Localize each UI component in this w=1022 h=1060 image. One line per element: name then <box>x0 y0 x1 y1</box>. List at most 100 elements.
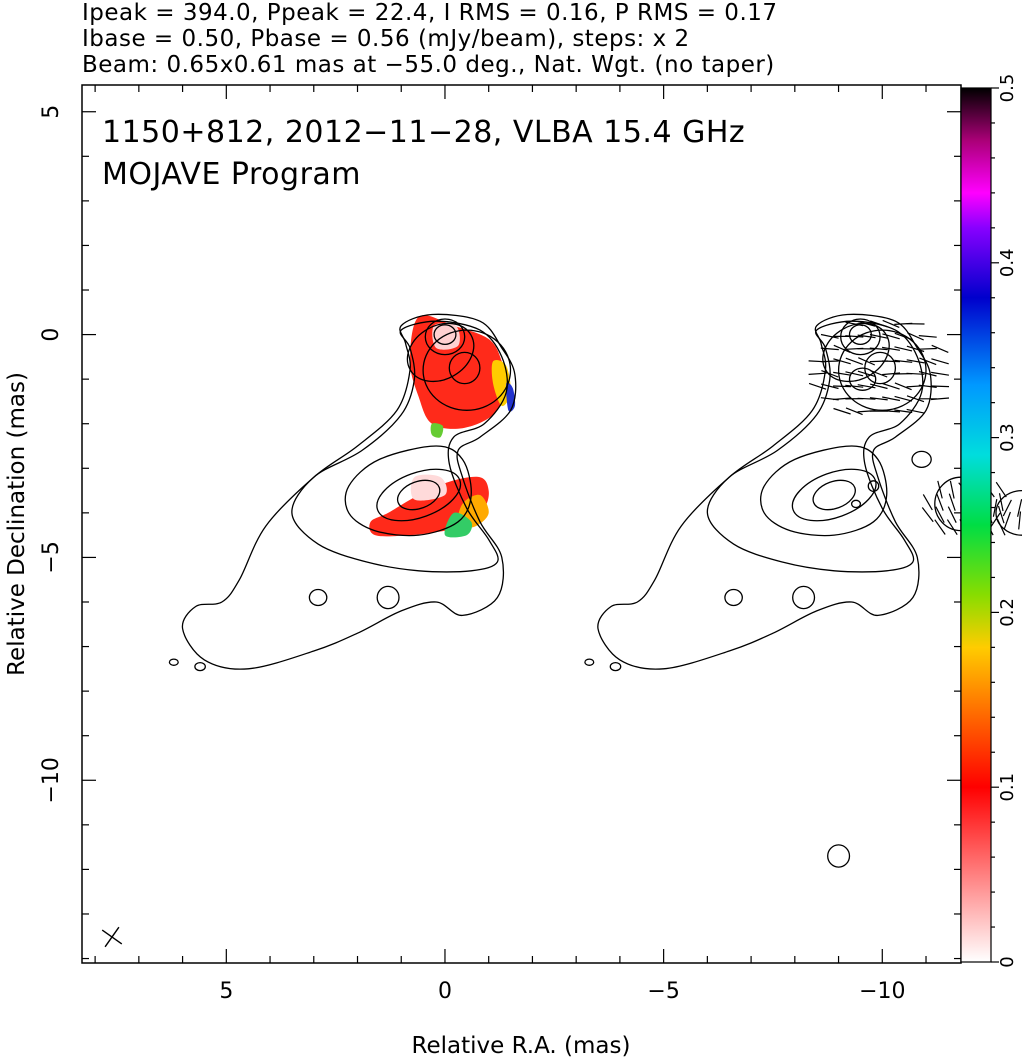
program-annotation: MOJAVE Program <box>102 157 361 192</box>
y-tick-label: −10 <box>39 757 64 803</box>
evpa-vector-45 <box>857 384 876 389</box>
colorbar-tick-label: 0.5 <box>997 74 1018 103</box>
evpa-vector-55 <box>845 357 864 365</box>
evpa-vector-43 <box>857 410 876 413</box>
evpa-vector-7 <box>918 371 937 377</box>
evpa-vector-64 <box>833 344 851 353</box>
evpa-vector-104 <box>1017 499 1022 517</box>
evpa-vector-61 <box>833 385 852 388</box>
evpa-vector-71 <box>820 333 839 339</box>
y-axis-label: Relative Declination (mas) <box>4 372 30 676</box>
evpa-vector-77 <box>998 493 1004 512</box>
evpa-vector-49 <box>857 334 876 339</box>
left-panel-contour-core-2 <box>424 318 466 356</box>
x-axis-ticks: 5 0 −5 −10 <box>94 85 927 1004</box>
evpa-vector-37 <box>869 383 888 390</box>
beam-axis-1 <box>104 926 120 948</box>
right-panel-contour-extra-2 <box>867 480 880 493</box>
plot-frame <box>81 84 962 964</box>
left-panel-contour-island-2 <box>168 658 179 666</box>
evpa-vector-36 <box>869 397 888 401</box>
evpa-vector-8 <box>919 357 937 366</box>
right-panel-contour-island-2 <box>584 658 595 666</box>
colorbar-tick-label: 0.1 <box>997 773 1018 802</box>
x-tick-label: 0 <box>438 979 452 1004</box>
right-panel-contour-extra-0 <box>827 844 851 868</box>
evpa-vector-17 <box>907 332 924 341</box>
evpa-vector-94 <box>949 480 955 499</box>
evpa-vector-40 <box>869 347 888 351</box>
evpa-vector-74 <box>808 360 827 363</box>
evpa-vector-46 <box>857 370 876 377</box>
evpa-vector-41 <box>869 333 888 339</box>
left-panel-contour-core-4 <box>448 351 481 385</box>
evpa-vector-98 <box>937 480 943 499</box>
evpa-vector-47 <box>858 357 876 366</box>
header-line-1: Ipeak = 394.0, Ppeak = 22.4, I RMS = 0.1… <box>82 0 778 26</box>
evpa-vector-12 <box>906 395 925 403</box>
left-panel-contour-mid <box>291 320 509 573</box>
left-panel-contour-core-3 <box>433 324 457 346</box>
right-panel-contour-core-6 <box>812 479 856 511</box>
right-panel-contour-island-3 <box>609 661 622 672</box>
right-panel-contour-core-3 <box>848 324 872 346</box>
evpa-vector-73 <box>808 372 827 375</box>
evpa-vector-106 <box>1002 499 1012 517</box>
evpa-vector-67 <box>820 383 839 390</box>
evpa-vector-54 <box>845 371 864 377</box>
evpa-vector-53 <box>845 384 864 388</box>
evpa-vector-56 <box>845 347 864 350</box>
evpa-vector-70 <box>820 347 839 351</box>
x-tick-label: −10 <box>859 979 905 1004</box>
evpa-vector-91 <box>946 519 958 536</box>
evpa-vector-76 <box>997 505 1005 524</box>
right-panel-contour-core-5 <box>791 468 877 522</box>
evpa-vector-107 <box>989 512 1001 529</box>
evpa-vector-51 <box>845 407 863 416</box>
evpa-vector-38 <box>870 370 888 378</box>
evpa-vector-75 <box>996 518 1006 536</box>
evpa-vector-34 <box>882 319 900 328</box>
evpa-vector-72 <box>808 382 827 390</box>
polarization-patch-8 <box>410 474 447 501</box>
left-panel-contour-island-1 <box>376 585 400 610</box>
evpa-vector-25 <box>894 332 912 340</box>
colorbar: 0 0.1 0.2 0.3 0.4 0.5 <box>960 74 1018 968</box>
colorbar-tick-label: 0.2 <box>997 598 1018 627</box>
chart-header: Ipeak = 394.0, Ppeak = 22.4, I RMS = 0.1… <box>82 0 778 78</box>
evpa-vector-4 <box>931 344 949 353</box>
contour-layer <box>168 313 1022 868</box>
header-line-3: Beam: 0.65x0.61 mas at −55.0 deg., Nat. … <box>82 52 775 78</box>
polarization-patch-4 <box>430 423 444 438</box>
left-panel-contour-island-0 <box>308 588 328 607</box>
evpa-vector-105 <box>1003 511 1011 530</box>
evpa-vector-28 <box>882 396 901 402</box>
evpa-vector-33 <box>882 333 900 340</box>
colorbar-tick-label: 0.3 <box>997 423 1018 452</box>
y-axis-ticks: 5 0 −5 −10 <box>39 105 961 960</box>
evpa-vector-9 <box>918 347 937 350</box>
evpa-vector-26 <box>894 322 913 325</box>
evpa-vector-103 <box>1018 511 1022 530</box>
polarization-patch-7 <box>444 512 473 538</box>
evpa-vector-15 <box>906 359 925 364</box>
evpa-vector-96 <box>935 506 945 523</box>
colorbar-tick-label: 0 <box>997 956 1018 967</box>
evpa-vector-50 <box>857 321 876 327</box>
evpa-vector-30 <box>882 372 901 376</box>
evpa-vector-20 <box>894 395 913 402</box>
left-panel-contour-island-3 <box>194 661 206 672</box>
header-line-2: Ibase = 0.50, Pbase = 0.56 (mJy/beam), s… <box>82 26 690 52</box>
right-panel-contour-outer <box>597 313 932 670</box>
evpa-vector-92 <box>947 506 957 523</box>
evpa-vector-24 <box>894 346 913 352</box>
evpa-vector-58 <box>845 321 864 327</box>
evpa-vector-97 <box>936 493 944 511</box>
evpa-vector-59 <box>833 407 851 415</box>
evpa-vector-13 <box>906 385 925 388</box>
evpa-vector-78 <box>995 481 1007 498</box>
x-axis-label: Relative R.A. (mas) <box>412 1033 631 1059</box>
evpa-vector-62 <box>833 371 851 376</box>
right-panel-contour-extra-8 <box>995 489 1022 536</box>
